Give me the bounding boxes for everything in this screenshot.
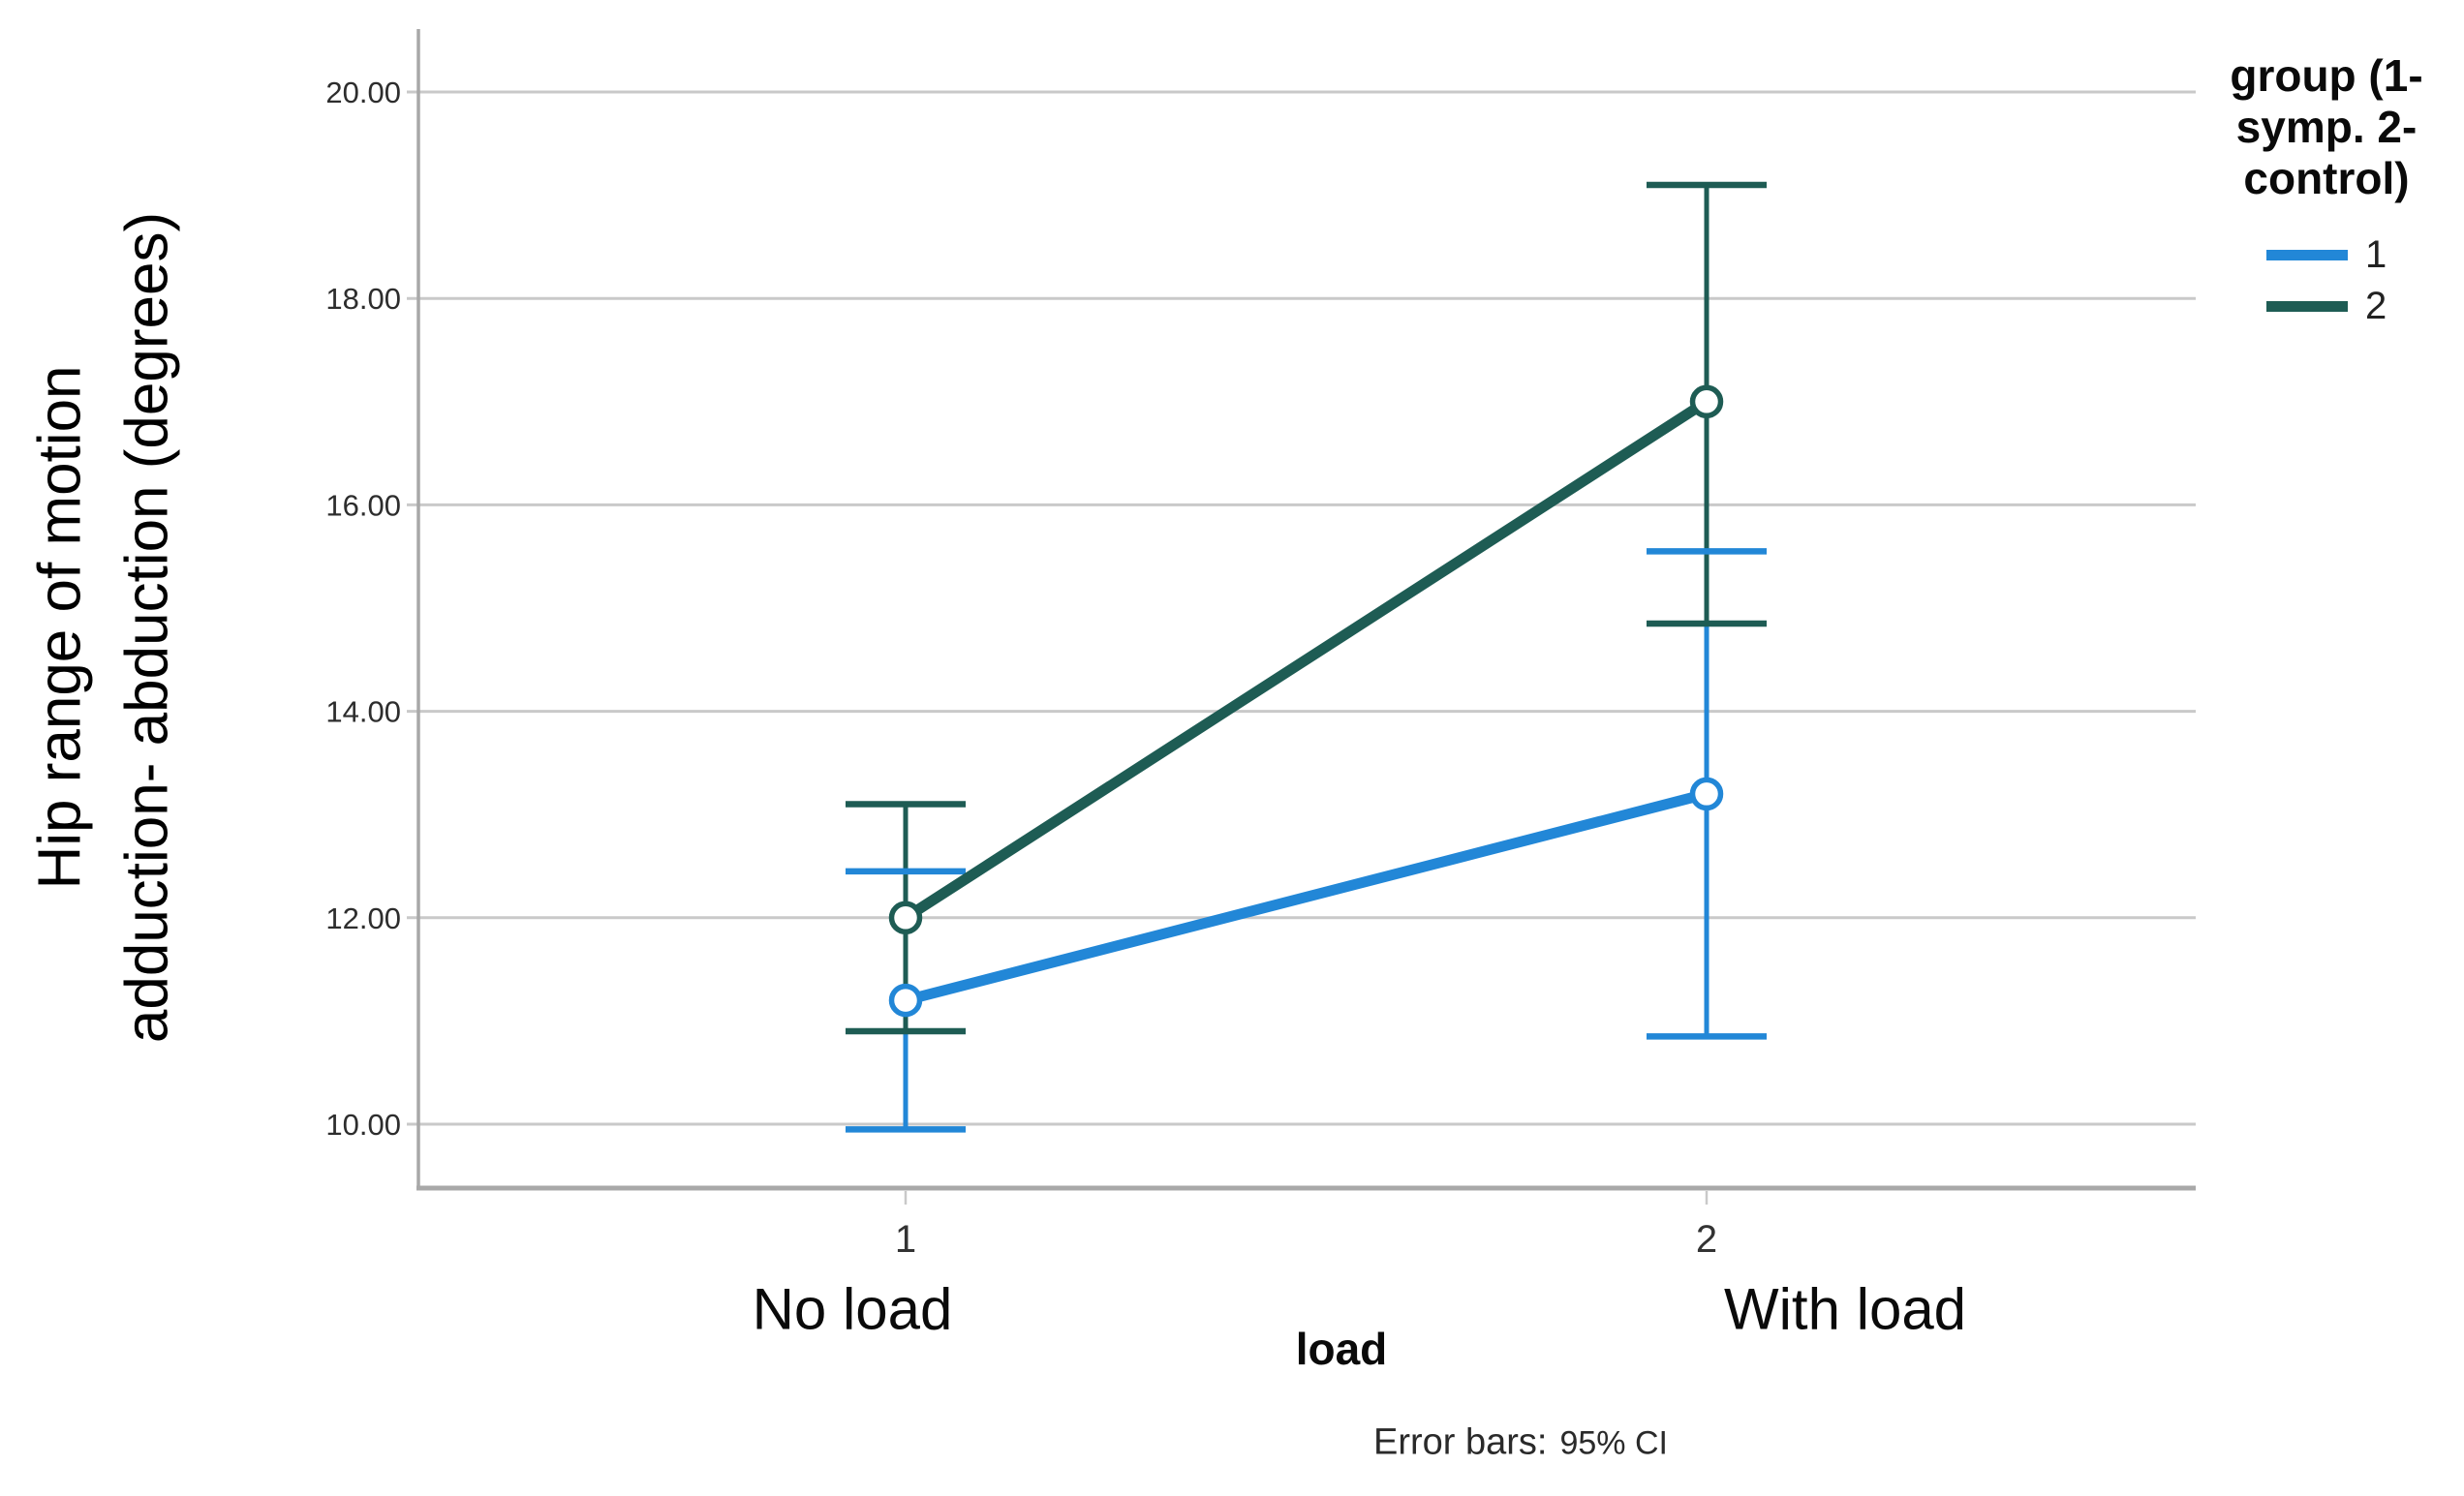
y-tick-label-20.00: 20.00	[325, 76, 401, 109]
legend-title-line-2: symp. 2-	[2235, 102, 2418, 152]
series-line-group-2	[900, 396, 1712, 924]
y-tick-label-10.00: 10.00	[325, 1108, 401, 1142]
footnote-prefix: Error bars:	[1373, 1421, 1548, 1463]
y-tick-label-14.00: 14.00	[325, 695, 401, 729]
marker-group-2-cat-1	[888, 901, 923, 935]
marker-group-1-cat-2	[1689, 777, 1724, 811]
legend-title: group (1- symp. 2- control)	[2189, 50, 2464, 204]
x-axis-title: load	[1295, 1324, 1388, 1374]
y-axis-title-line-1: Hip range of motion	[26, 365, 94, 890]
y-tick-label-12.00: 12.00	[325, 901, 401, 935]
marker-group-1-cat-1	[888, 983, 923, 1018]
legend-swatch-group-1	[2266, 249, 2348, 260]
x-tick-label-1: 1	[895, 1218, 916, 1261]
legend-title-line-1: group (1-	[2230, 50, 2423, 101]
error-bars-footnote: Error bars: 95% CI	[1373, 1422, 1668, 1464]
marker-group-2-cat-2	[1689, 384, 1724, 419]
y-axis-title-line-2: adduction- abduction (degrees)	[113, 211, 181, 1044]
footnote-ci-value: 95% CI	[1559, 1424, 1668, 1462]
category-label-no-load: No load	[752, 1276, 953, 1342]
legend-title-line-3: control)	[2243, 153, 2410, 203]
y-tick-label-16.00: 16.00	[325, 488, 401, 522]
series-line-group-1	[900, 788, 1712, 1006]
legend-label-group-1: 1	[2365, 232, 2387, 276]
legend-label-group-2: 2	[2365, 284, 2387, 327]
legend-item-group-2: 2	[2266, 285, 2387, 327]
legend-swatch-group-2	[2266, 300, 2348, 312]
y-tick-label-18.00: 18.00	[325, 282, 401, 316]
category-label-with-load: With load	[1723, 1276, 1967, 1342]
x-tick-label-2: 2	[1696, 1218, 1717, 1261]
legend-item-group-1: 1	[2266, 233, 2387, 276]
